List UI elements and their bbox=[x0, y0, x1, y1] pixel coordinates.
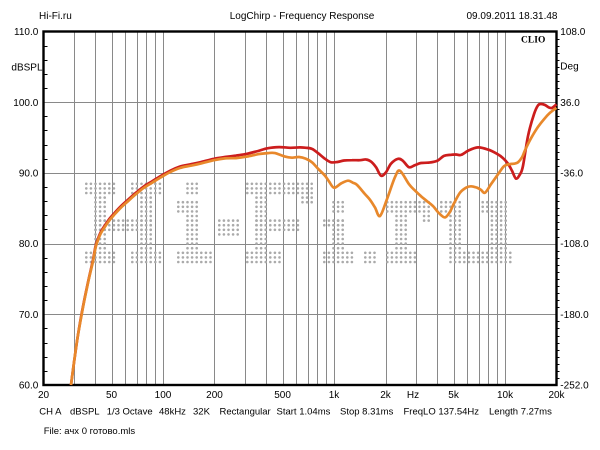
svg-text:500: 500 bbox=[274, 390, 291, 401]
svg-text:File: ачх 0 готово.mls: File: ачх 0 готово.mls bbox=[44, 426, 136, 437]
svg-text:LogChirp - Frequency Response: LogChirp - Frequency Response bbox=[230, 11, 375, 22]
svg-text:FreqLO 137.54Hz: FreqLO 137.54Hz bbox=[404, 407, 480, 418]
svg-text:Rectangular: Rectangular bbox=[220, 407, 271, 418]
svg-text:36.0: 36.0 bbox=[560, 98, 580, 109]
svg-text:70.0: 70.0 bbox=[19, 310, 39, 321]
svg-text:Start 1.04ms: Start 1.04ms bbox=[277, 407, 331, 418]
svg-text:CH A: CH A bbox=[39, 407, 62, 418]
svg-text:50: 50 bbox=[106, 390, 118, 401]
svg-text:Hi-Fi.ru: Hi-Fi.ru bbox=[39, 11, 72, 22]
svg-text:Length 7.27ms: Length 7.27ms bbox=[489, 407, 552, 418]
svg-text:100: 100 bbox=[155, 390, 172, 401]
svg-text:Deg: Deg bbox=[560, 62, 578, 73]
svg-text:-252.0: -252.0 bbox=[560, 381, 589, 392]
svg-text:90.0: 90.0 bbox=[19, 169, 39, 180]
svg-text:32K: 32K bbox=[193, 407, 211, 418]
svg-text:-36.0: -36.0 bbox=[560, 169, 583, 180]
svg-text:1k: 1k bbox=[329, 390, 341, 401]
svg-text:20: 20 bbox=[38, 390, 50, 401]
svg-text:80.0: 80.0 bbox=[19, 239, 39, 250]
svg-text:Hz: Hz bbox=[407, 390, 419, 401]
svg-text:60.0: 60.0 bbox=[19, 381, 39, 392]
svg-text:48kHz: 48kHz bbox=[159, 407, 186, 418]
svg-text:dBSPL: dBSPL bbox=[70, 407, 100, 418]
svg-text:-180.0: -180.0 bbox=[560, 310, 589, 321]
svg-text:2k: 2k bbox=[380, 390, 392, 401]
svg-text:10k: 10k bbox=[497, 390, 514, 401]
svg-text:108.0: 108.0 bbox=[560, 27, 585, 38]
svg-text:5k: 5k bbox=[448, 390, 460, 401]
svg-text:110.0: 110.0 bbox=[14, 27, 39, 38]
svg-text:09.09.2011 18.31.48: 09.09.2011 18.31.48 bbox=[466, 11, 557, 22]
svg-text:200: 200 bbox=[206, 390, 223, 401]
svg-text:Stop 8.31ms: Stop 8.31ms bbox=[340, 407, 394, 418]
svg-text:1/3 Octave: 1/3 Octave bbox=[107, 407, 153, 418]
svg-text:-108.0: -108.0 bbox=[560, 239, 589, 250]
svg-text:dBSPL: dBSPL bbox=[11, 63, 43, 74]
svg-text:100.0: 100.0 bbox=[13, 98, 38, 109]
svg-text:20k: 20k bbox=[548, 390, 565, 401]
svg-text:CLIO: CLIO bbox=[521, 36, 545, 46]
